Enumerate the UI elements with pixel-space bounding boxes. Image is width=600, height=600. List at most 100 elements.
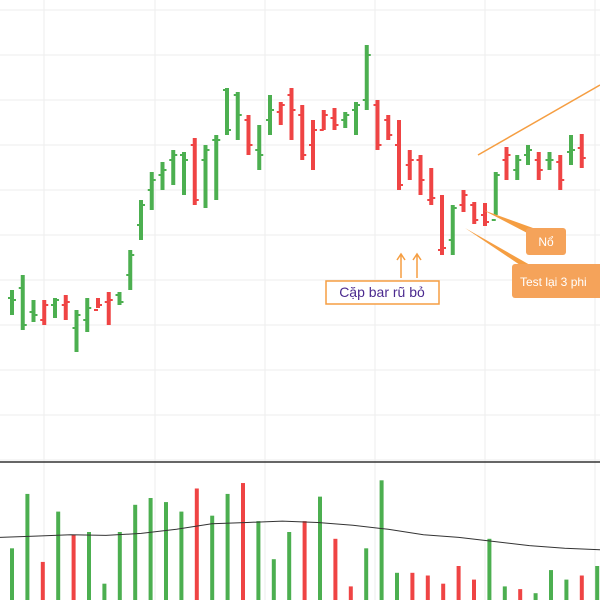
volume-bar [210, 515, 215, 600]
ohlc-bar [61, 295, 70, 320]
breakout-label-box [526, 228, 566, 255]
ohlc-bar [309, 120, 317, 170]
volume-bar [318, 496, 322, 600]
trend-line [477, 84, 600, 156]
retest-label: Test lại 3 phi [520, 275, 587, 289]
ohlc-bar [72, 310, 81, 352]
ohlc-bar [158, 162, 167, 190]
ohlc-bar [244, 115, 253, 155]
ohlc-bar [405, 150, 414, 180]
ohlc-bar [126, 250, 135, 290]
ohlc-bar [29, 300, 38, 322]
volume-bar [502, 586, 507, 600]
volume-bar [148, 498, 153, 600]
ohlc-bar [341, 112, 350, 128]
ohlc-bar [438, 195, 446, 255]
ohlc-bar [567, 135, 575, 165]
volume-bar [364, 548, 369, 600]
ohlc-bar [212, 135, 221, 200]
volume-bar [71, 534, 76, 600]
ohlc-bar [427, 168, 436, 205]
ohlc-bar [233, 92, 242, 140]
volume-bar [456, 566, 461, 600]
ohlc-bar [534, 152, 543, 180]
volume-bar [194, 488, 199, 600]
ohlc-bar [330, 108, 339, 130]
ohlc-bar [180, 152, 188, 195]
breakout-label: Nổ [538, 235, 554, 249]
ohlc-bar [201, 145, 210, 208]
volume-bar [518, 589, 523, 600]
volume-bar [225, 493, 230, 600]
volume-bar [302, 521, 307, 600]
ohlc-bar [556, 155, 565, 190]
volume-bar [441, 583, 446, 600]
volume-bar [10, 548, 14, 600]
ohlc-bar [18, 275, 27, 330]
ohlc-bar [287, 88, 296, 140]
ohlc-bar [40, 300, 49, 325]
volume-bar [241, 483, 245, 600]
ohlc-bar [362, 45, 371, 110]
ohlc-bar [384, 115, 393, 140]
ohlc-bar [459, 190, 468, 212]
trendline-layer [477, 84, 600, 156]
volume-bar [379, 480, 384, 600]
volume-bar [348, 586, 353, 600]
ohlc-bar [513, 155, 522, 180]
ohlc-bar [223, 88, 231, 135]
volume-bar [395, 572, 399, 600]
volume-bar [564, 579, 569, 600]
volume-bar [487, 538, 492, 600]
volume-bar [271, 559, 276, 600]
ohlc-bar [8, 290, 16, 315]
ohlc-bar [373, 100, 382, 150]
ohlc-bar [416, 155, 425, 195]
ohlc-bar [255, 125, 264, 170]
ohlc-bar [266, 95, 274, 135]
ohlc-bar [94, 298, 102, 311]
ohlc-bar [448, 205, 457, 255]
volume-bar [472, 579, 476, 600]
ohlc-bar [276, 102, 285, 125]
ohlc-bar [104, 292, 113, 325]
volume-bar [333, 538, 338, 600]
volume-bar [179, 511, 184, 600]
retest-label-box [512, 264, 600, 298]
ohlc-bar [298, 105, 307, 160]
retest-pointer [465, 228, 530, 265]
ohlc-bar [470, 202, 479, 224]
volume-bar [117, 532, 122, 600]
callout-retest: Test lại 3 phi [465, 228, 600, 298]
breakout-pointer [483, 210, 533, 236]
volume-bar [287, 532, 292, 600]
volume-bar [87, 532, 91, 600]
shakeout-arrow-right [412, 252, 422, 278]
ohlc-bar [352, 102, 360, 135]
volume-bar [40, 561, 45, 600]
shakeout-label-box [325, 280, 440, 305]
ohlc-bar [169, 150, 178, 185]
ohlc-bar [545, 152, 554, 170]
ohlc-bar [524, 145, 532, 165]
ohlc-bar [319, 110, 328, 131]
volume-bar [25, 493, 30, 600]
callout-breakout: Nổ [483, 210, 566, 255]
shakeout-label: Cặp bar rũ bỏ [339, 284, 425, 300]
callout-shakeout-pair: Cặp bar rũ bỏ [325, 252, 440, 305]
shakeout-arrow-left [396, 252, 406, 278]
volume-bar [410, 572, 415, 600]
ohlc-bar [51, 298, 59, 318]
volume-bar [425, 575, 430, 600]
volume-bar [549, 570, 553, 600]
ohlc-bar [502, 147, 511, 180]
ohlc-bar [395, 120, 403, 190]
volume-bars [10, 480, 600, 600]
ohlc-bar [491, 172, 500, 221]
ohlc-bar [83, 298, 92, 332]
volume-bar [102, 583, 107, 600]
volume-bar [533, 593, 538, 600]
